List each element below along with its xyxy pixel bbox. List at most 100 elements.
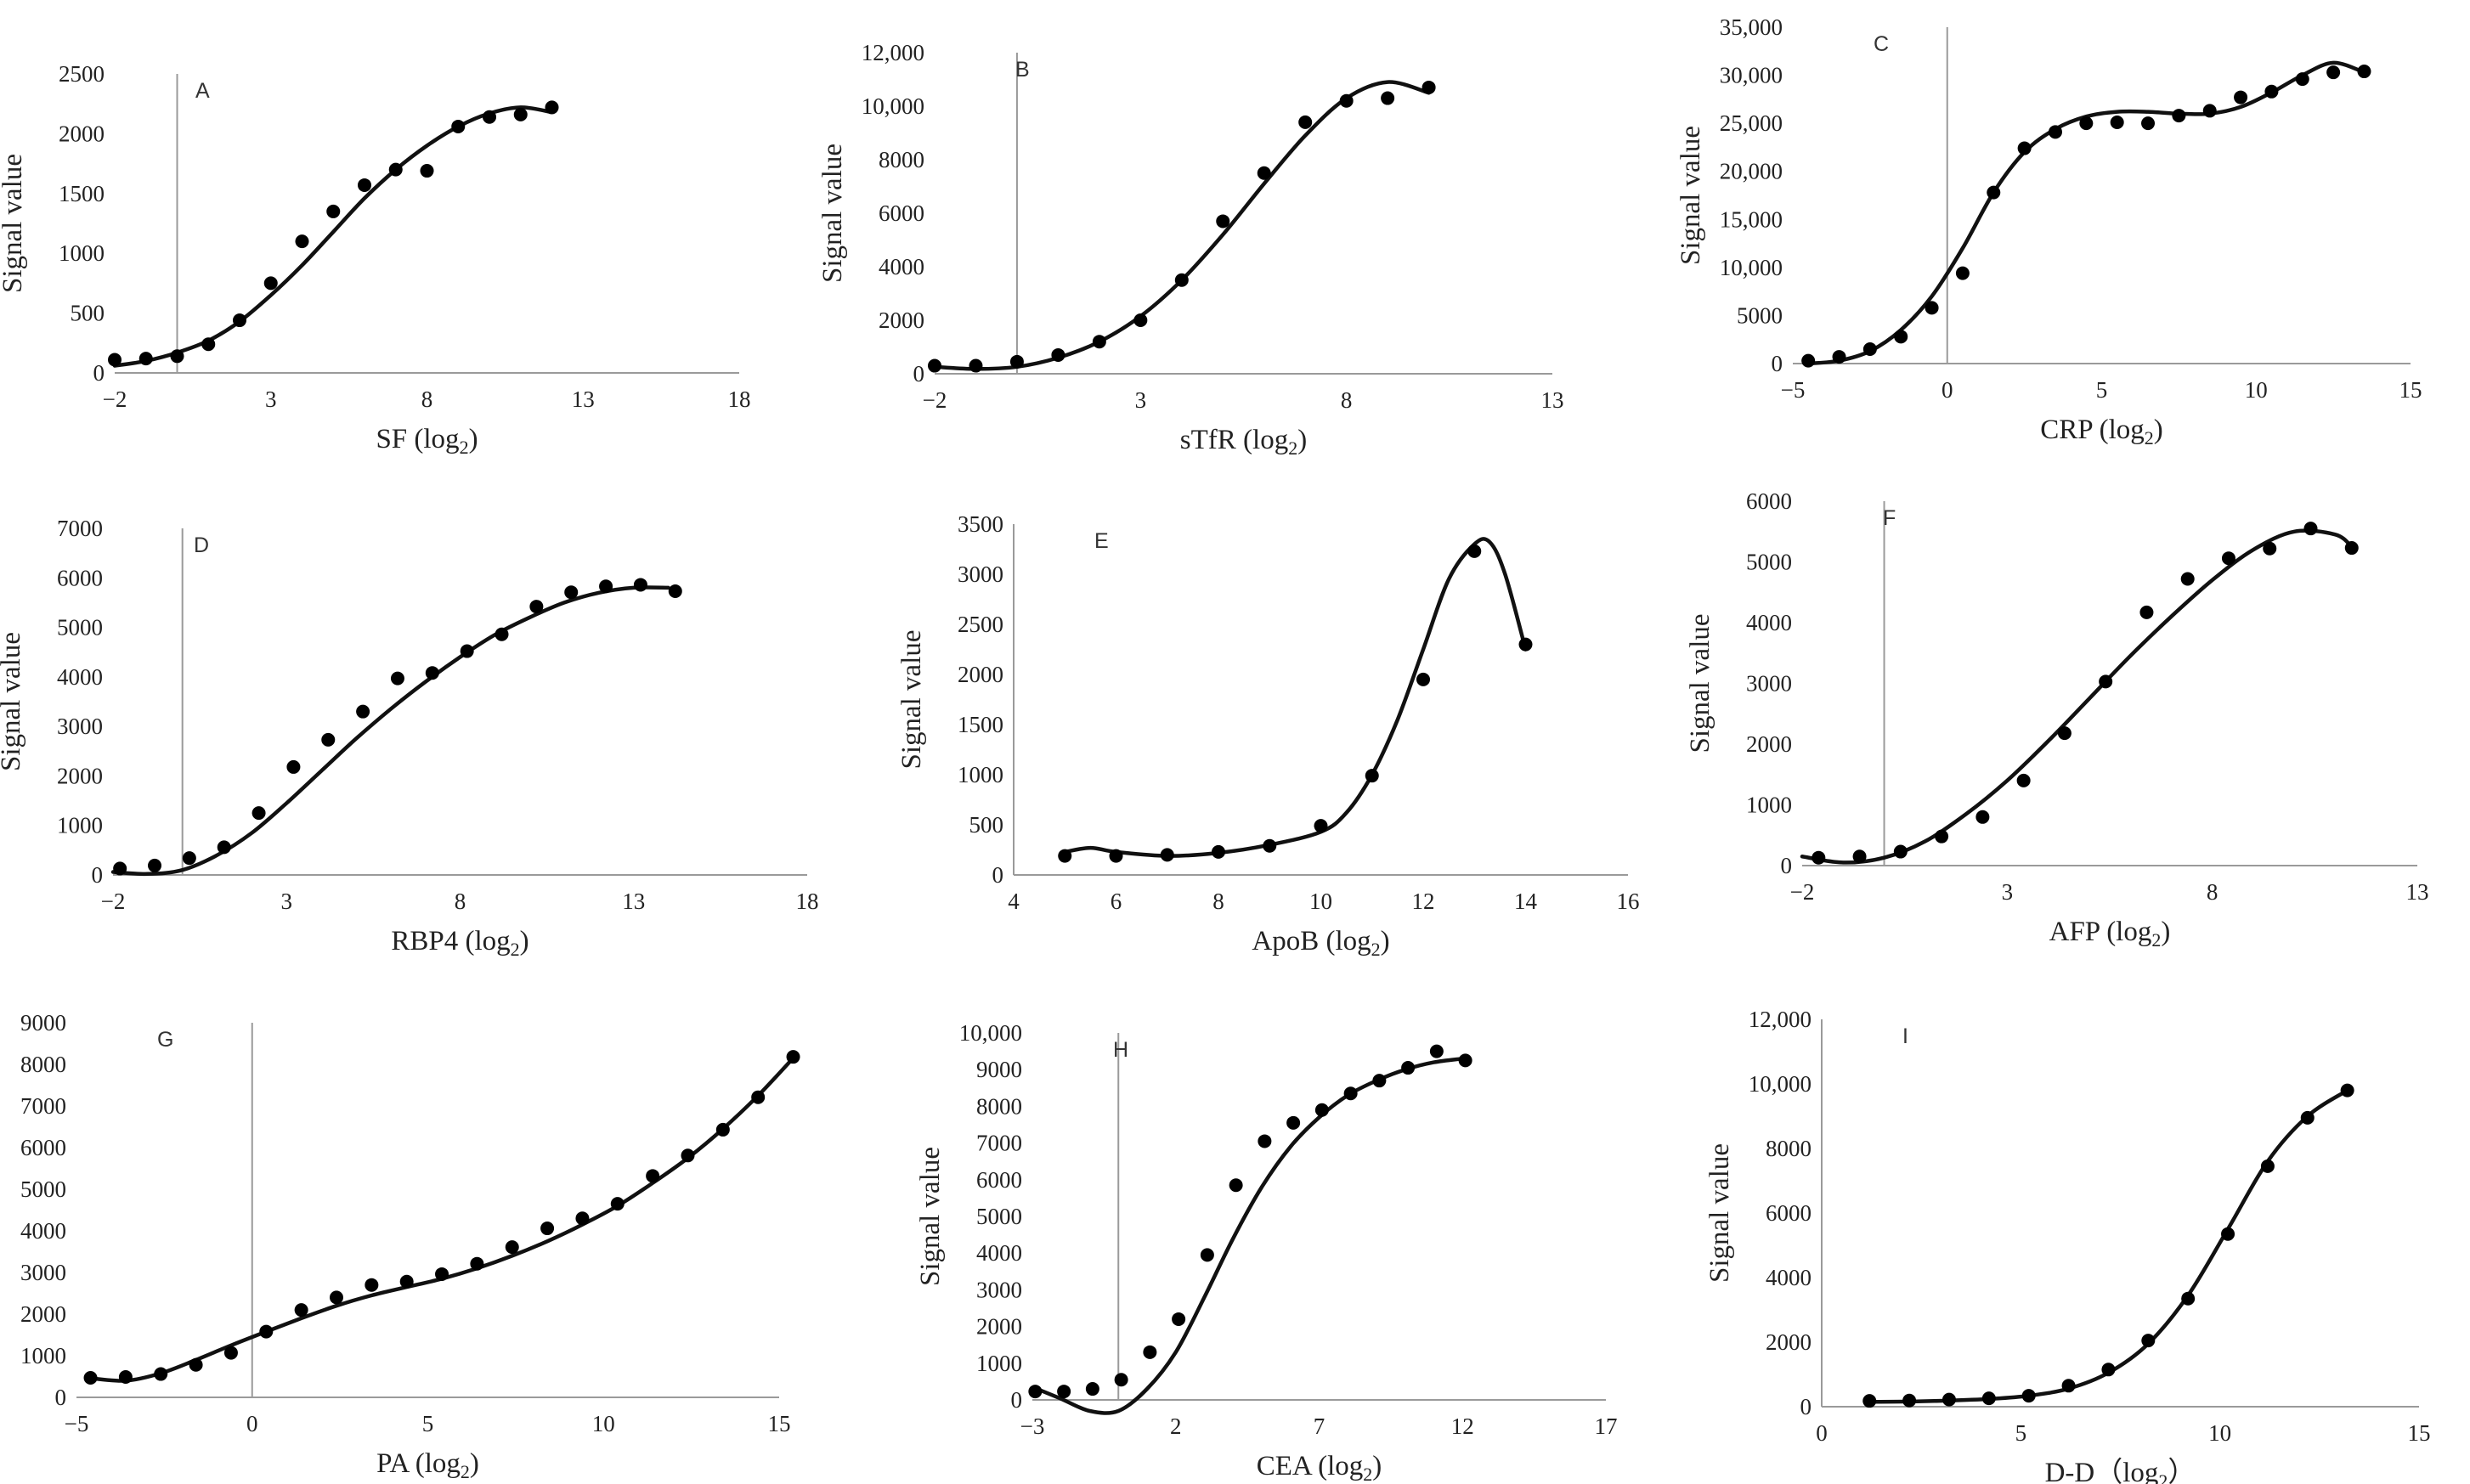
x-tick-label: 18	[728, 387, 751, 412]
x-tick-label: 8	[1212, 889, 1224, 914]
data-point	[1028, 1385, 1043, 1399]
y-axis-label: Signal value	[1676, 126, 1706, 265]
x-tick-label: 15	[768, 1411, 791, 1436]
y-axis-label: Signal value	[0, 154, 28, 293]
y-tick-label: 1500	[59, 181, 105, 206]
panel-label: C	[1874, 32, 1889, 56]
data-point	[513, 107, 528, 121]
data-point	[1955, 266, 1970, 280]
data-point	[495, 627, 509, 641]
data-point	[329, 1290, 343, 1305]
data-point	[1801, 353, 1816, 368]
data-point	[1092, 335, 1106, 349]
y-tick-label: 5000	[57, 615, 103, 640]
data-point	[1935, 829, 1949, 844]
x-tick-label: 15	[2399, 377, 2422, 403]
x-tick-label: 8	[421, 387, 433, 412]
y-tick-label: 0	[1800, 1394, 1812, 1419]
data-point	[321, 732, 336, 747]
data-point	[2300, 1110, 2315, 1125]
data-point	[646, 1169, 660, 1183]
x-label-subscript: 2	[511, 939, 520, 960]
y-tick-label: 2000	[59, 121, 105, 146]
y-tick-label: 1000	[1746, 793, 1792, 818]
x-tick-label: −2	[101, 889, 126, 914]
data-point	[2016, 773, 2031, 787]
x-tick-label: −2	[1790, 879, 1815, 905]
data-point	[2221, 1227, 2235, 1241]
x-tick-label: 13	[1541, 387, 1564, 413]
data-point	[1862, 1394, 1877, 1408]
data-point	[1894, 330, 1908, 344]
y-tick-label: 2500	[958, 612, 1003, 637]
data-point	[118, 1369, 133, 1384]
x-tick-label: −2	[923, 387, 947, 413]
y-tick-label: 6000	[20, 1135, 66, 1160]
data-point	[1343, 1086, 1358, 1101]
data-point	[505, 1240, 519, 1255]
data-point	[154, 1367, 168, 1381]
chart-panel-g: −5 0 5 10 15 0 1000 2000 3000 4000 5000 6000 7000 800…	[0, 1002, 807, 1482]
data-point	[1902, 1393, 1917, 1408]
chart-panel-d: −2 3 8 13 18 0 1000 2000 3000 4000 5000 6000 7000 Sig…	[0, 501, 824, 977]
x-tick-label: −5	[1781, 377, 1806, 403]
data-point	[2264, 84, 2279, 99]
data-point	[1467, 544, 1482, 558]
x-tick-label: 3	[281, 889, 293, 914]
y-tick-label: 500	[71, 301, 105, 326]
fit-curve	[932, 80, 1431, 371]
fit-curve	[1806, 60, 2366, 366]
data-point	[356, 704, 370, 719]
y-tick-label: 0	[1781, 853, 1793, 878]
data-point	[1200, 1248, 1214, 1262]
data-point	[1286, 1115, 1301, 1130]
y-tick-label: 2000	[20, 1301, 66, 1327]
data-point	[575, 1211, 590, 1226]
data-point	[425, 666, 439, 680]
y-tick-label: 3000	[976, 1277, 1022, 1302]
x-tick-label: 10	[1309, 889, 1332, 914]
x-label-subscript: 2	[2158, 1470, 2168, 1484]
data-point	[2234, 90, 2248, 104]
y-tick-label: 7000	[20, 1093, 66, 1119]
x-axis-label: CEA (log2)	[1257, 1451, 1382, 1484]
x-tick-label: 8	[455, 889, 466, 914]
x-tick-label: 2	[1170, 1413, 1182, 1439]
y-tick-label: 4000	[1746, 610, 1792, 635]
panel-label: I	[1902, 1024, 1908, 1048]
x-tick-label: 3	[1135, 387, 1147, 413]
data-point	[470, 1256, 484, 1271]
x-axis-label: CRP (log2)	[2040, 415, 2163, 449]
y-tick-label: 2000	[1746, 731, 1792, 757]
y-tick-label: 5000	[1737, 302, 1783, 328]
y-tick-label: 6000	[1766, 1200, 1812, 1226]
y-tick-label: 5000	[976, 1204, 1022, 1229]
chart-panel-c: −5 0 5 10 15 0 5000 10,000 15,000 20,000 25,000 30,…	[1661, 0, 2470, 459]
x-label-main: sTfR (log	[1180, 425, 1288, 455]
data-point	[263, 276, 278, 291]
data-point	[1372, 1074, 1387, 1088]
x-label-close: ）	[2168, 1458, 2196, 1484]
data-point	[2344, 541, 2359, 556]
data-point	[1174, 273, 1189, 287]
y-tick-label: 2000	[1766, 1329, 1812, 1355]
data-point	[2021, 1389, 2036, 1403]
y-tick-label: 10,000	[1720, 255, 1783, 280]
data-point	[1051, 347, 1065, 362]
x-tick-label: 13	[572, 387, 595, 412]
data-point	[2141, 1334, 2156, 1348]
x-label-subscript: 2	[2151, 929, 2161, 951]
data-point	[1216, 214, 1230, 229]
data-point	[1298, 115, 1313, 129]
data-point	[223, 1346, 238, 1360]
data-point	[2017, 141, 2032, 155]
y-tick-label: 0	[1011, 1387, 1023, 1413]
x-label-main: AFP (log	[2049, 917, 2152, 947]
data-point	[2340, 1083, 2354, 1097]
x-tick-label: 14	[1514, 889, 1538, 914]
y-tick-label: 1000	[958, 762, 1003, 787]
y-tick-label: 30,000	[1720, 63, 1783, 88]
x-label-main: ApoB (log	[1252, 926, 1371, 956]
data-point	[1893, 844, 1908, 859]
x-tick-label: 16	[1617, 889, 1640, 914]
